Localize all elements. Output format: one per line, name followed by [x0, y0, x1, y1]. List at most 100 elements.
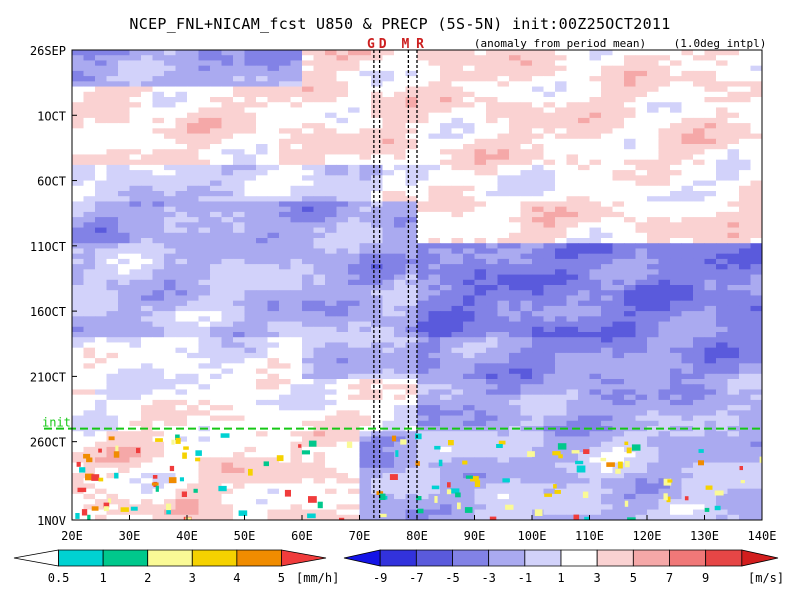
u850-cell	[336, 211, 349, 218]
u850-cell	[497, 180, 510, 187]
u850-cell	[233, 97, 245, 103]
u850-cell	[348, 410, 360, 416]
u850-cell	[405, 446, 418, 453]
u850-cell	[509, 76, 521, 82]
u850-cell	[382, 117, 395, 124]
u850-cell	[210, 337, 222, 343]
u850-cell	[417, 394, 429, 401]
u850-cell	[750, 201, 762, 208]
u850-cell	[451, 316, 464, 322]
u850-cell	[244, 149, 257, 155]
u850-cell	[187, 473, 199, 479]
u850-cell	[313, 368, 326, 375]
u850-cell	[244, 373, 257, 380]
u850-cell	[233, 253, 245, 260]
u850-cell	[474, 373, 487, 380]
u850-cell	[164, 441, 176, 448]
u850-cell	[750, 326, 762, 333]
u850-cell	[290, 170, 303, 176]
u850-cell	[497, 373, 510, 380]
u850-cell	[681, 217, 694, 223]
u850-cell	[474, 102, 487, 108]
u850-cell	[405, 441, 418, 448]
u850-cell	[486, 159, 498, 166]
u850-cell	[95, 185, 107, 192]
u850-cell	[394, 305, 406, 312]
u850-cell	[543, 347, 556, 354]
u850-cell	[555, 384, 567, 390]
u850-cell	[382, 112, 395, 119]
u850-cell	[336, 379, 349, 385]
u850-cell	[256, 420, 268, 427]
u850-cell	[566, 264, 579, 270]
u850-cell	[313, 290, 326, 296]
u850-cell	[451, 389, 464, 396]
u850-cell	[256, 305, 268, 312]
u850-cell	[221, 269, 234, 275]
u850-cell	[624, 399, 636, 406]
u850-cell	[267, 389, 280, 396]
u850-cell	[635, 123, 648, 129]
u850-cell	[141, 446, 153, 453]
u850-cell	[187, 70, 199, 77]
u850-cell	[290, 326, 303, 333]
u850-cell	[221, 76, 234, 82]
u850-cell	[589, 117, 602, 124]
u850-cell	[463, 164, 475, 171]
u850-cell	[486, 337, 498, 343]
u850-cell	[302, 196, 314, 202]
u850-cell	[302, 55, 314, 61]
u850-cell	[647, 50, 659, 56]
u850-cell	[497, 473, 510, 479]
u850-cell	[543, 76, 556, 82]
u850-cell	[532, 326, 544, 333]
u850-cell	[244, 347, 257, 354]
u850-cell	[474, 248, 487, 255]
u850-cell	[578, 180, 590, 187]
u850-cell	[210, 446, 222, 453]
u850-cell	[233, 379, 245, 385]
u850-cell	[187, 60, 199, 67]
u850-cell	[118, 222, 130, 228]
u850-cell	[451, 258, 464, 265]
u850-cell	[578, 206, 590, 213]
u850-cell	[750, 384, 762, 390]
u850-cell	[290, 316, 303, 322]
u850-cell	[578, 285, 590, 291]
u850-cell	[233, 243, 245, 249]
u850-cell	[141, 368, 153, 375]
u850-cell	[520, 332, 533, 338]
u850-cell	[233, 321, 245, 328]
u850-cell	[486, 227, 498, 234]
u850-cell	[221, 321, 234, 328]
u850-cell	[302, 102, 314, 108]
u850-cell	[302, 295, 314, 302]
u850-cell	[716, 70, 728, 77]
u850-cell	[601, 65, 613, 72]
u850-cell	[95, 248, 107, 255]
u850-cell	[267, 384, 280, 390]
u850-cell	[106, 290, 119, 296]
u850-cell	[221, 394, 234, 401]
u850-cell	[474, 342, 487, 349]
u850-cell	[152, 326, 165, 333]
u850-cell	[474, 337, 487, 343]
u850-cell	[417, 222, 429, 228]
u850-cell	[509, 269, 521, 275]
u850-cell	[382, 332, 395, 338]
u850-cell	[83, 399, 96, 406]
u850-cell	[83, 65, 96, 72]
u850-cell	[681, 326, 694, 333]
u850-cell	[474, 112, 487, 119]
u850-cell	[440, 123, 452, 129]
u850-cell	[371, 410, 383, 416]
u850-cell	[313, 321, 326, 328]
u850-cell	[440, 389, 452, 396]
u850-cell	[474, 258, 487, 265]
u850-cell	[739, 462, 751, 469]
u850-cell	[371, 436, 383, 443]
u850-cell	[141, 358, 153, 364]
u850-cell	[95, 264, 107, 270]
u850-cell	[371, 159, 383, 166]
u850-cell	[566, 300, 579, 307]
